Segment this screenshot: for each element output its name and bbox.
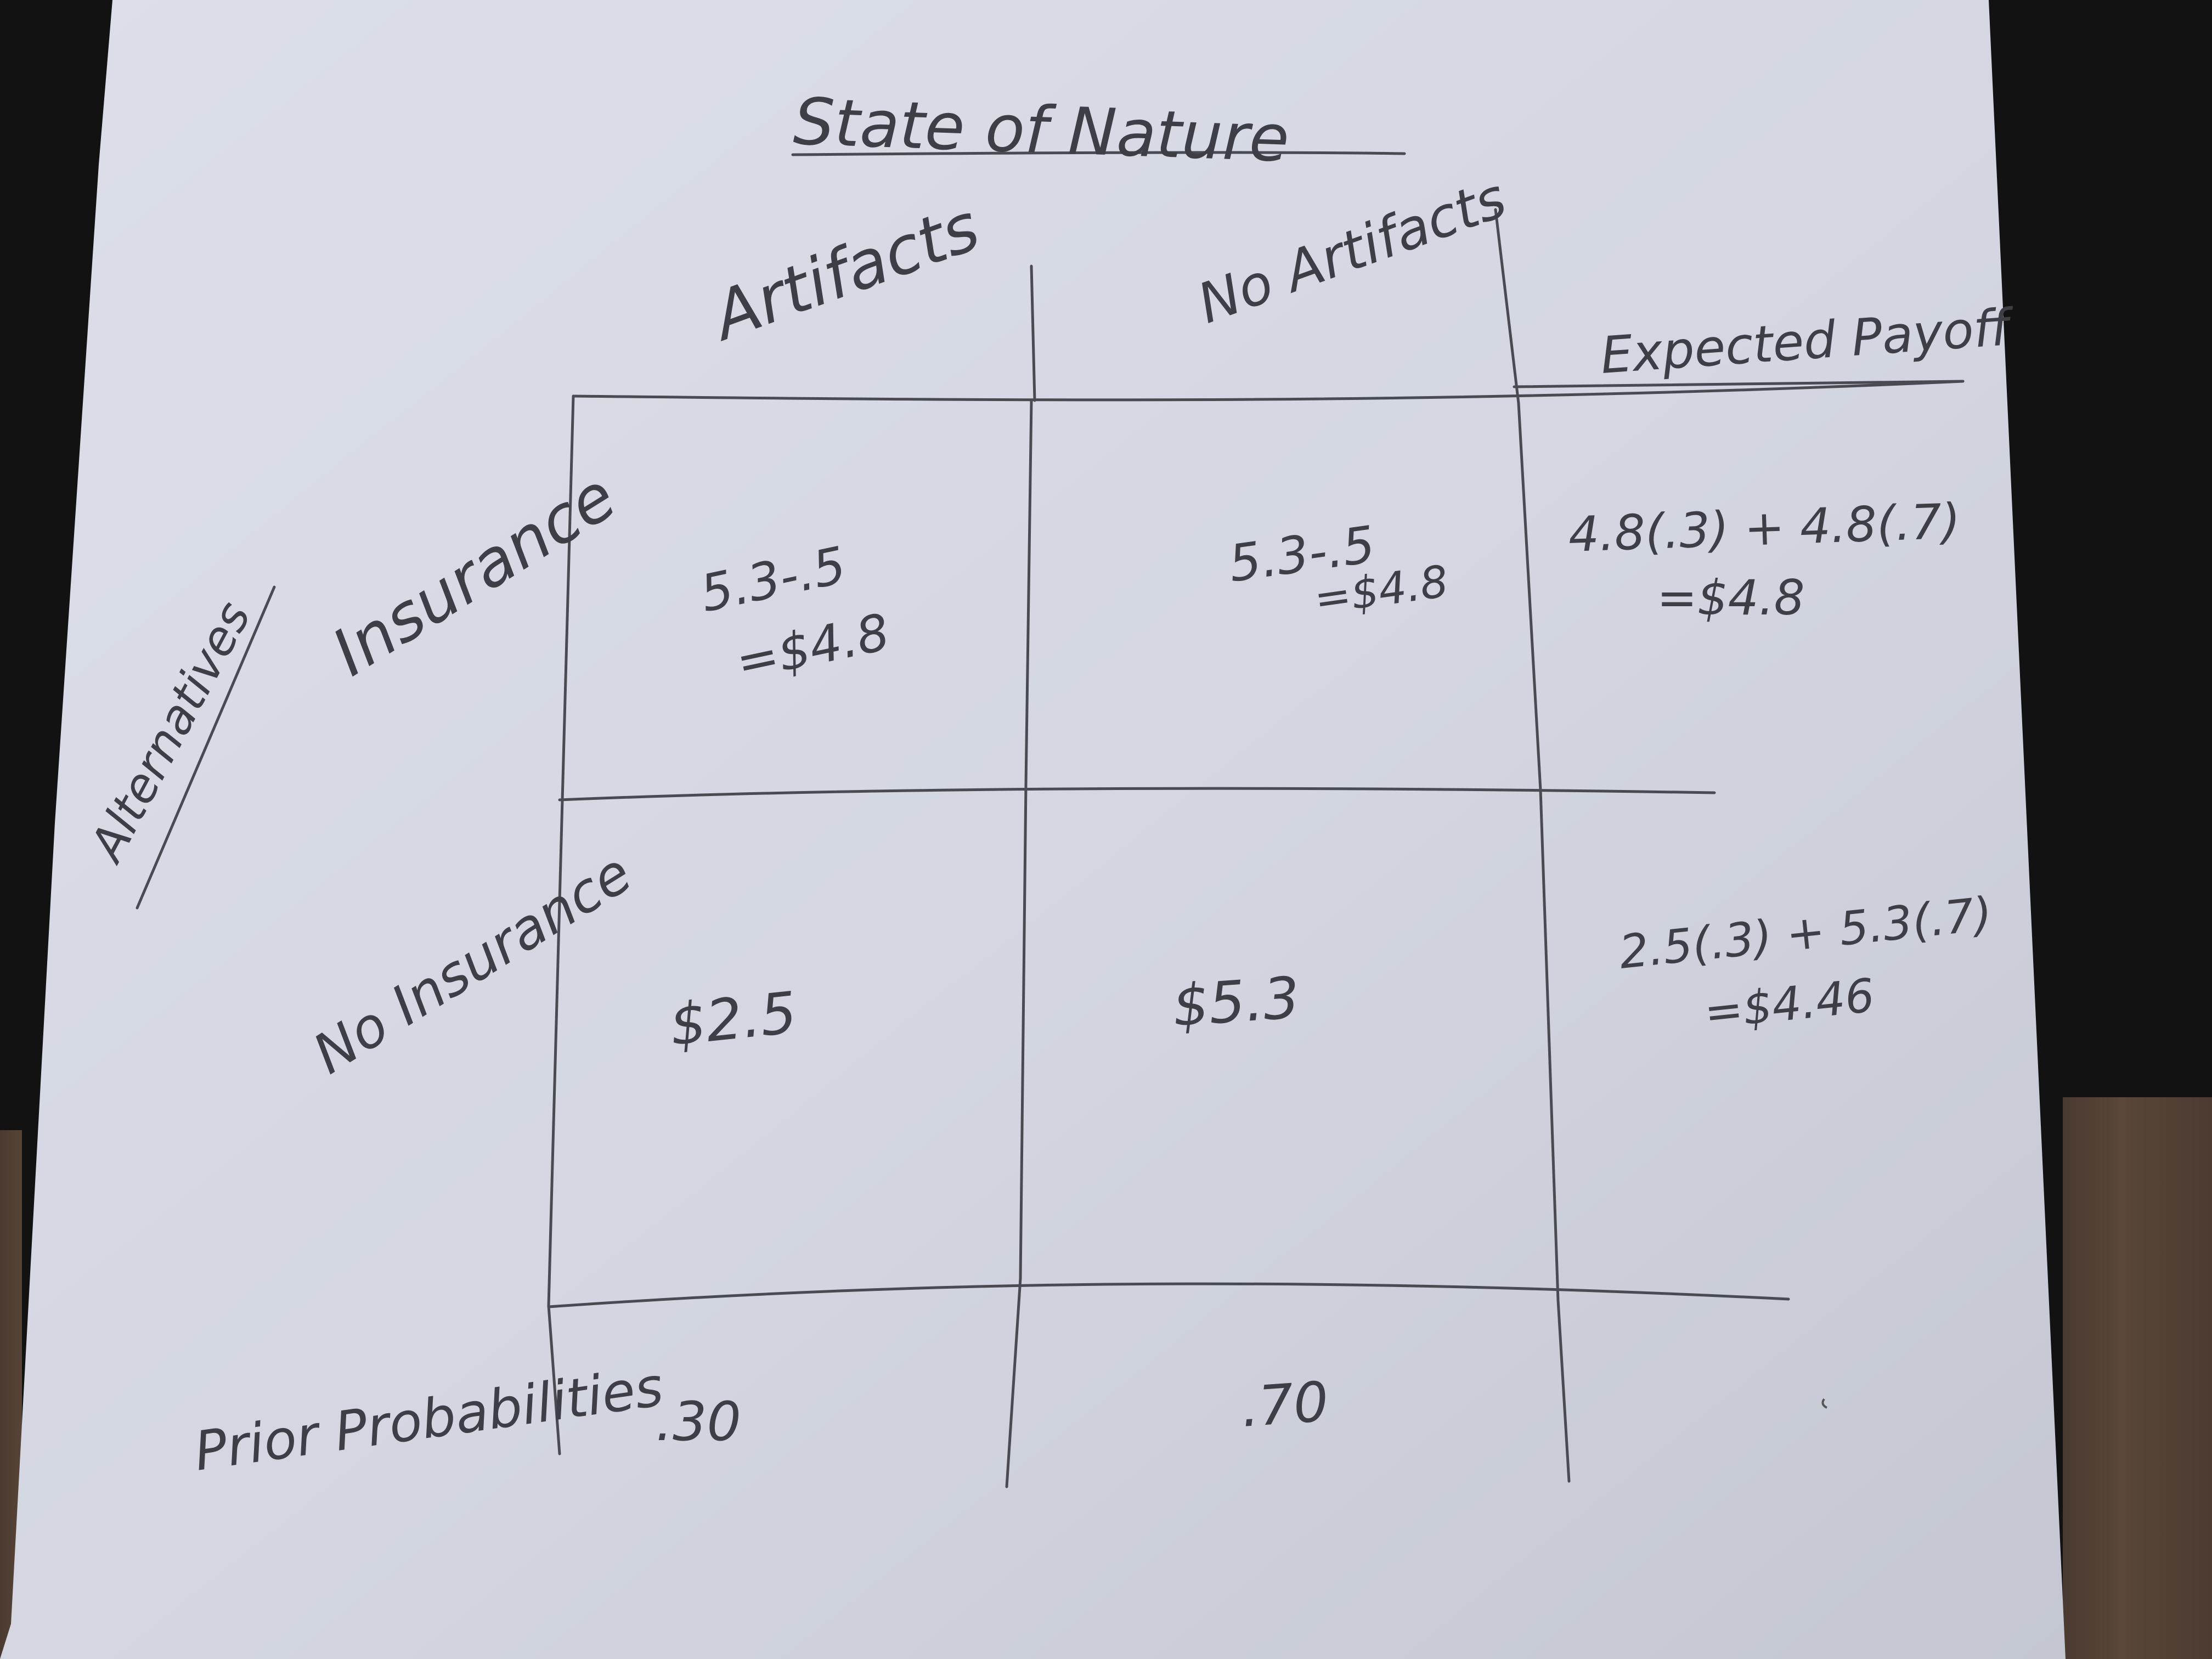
header-divider-2: [1494, 208, 1520, 405]
probability-artifacts: .30: [656, 1391, 741, 1453]
alternatives-diagonal: [136, 585, 276, 910]
header-divider-1: [1030, 264, 1036, 402]
probability-no-artifacts: .70: [1239, 1369, 1331, 1440]
column-divider-2: [1517, 402, 1571, 1483]
pencil-mark: [1821, 1398, 1827, 1409]
expected-payoff-underline: [1513, 380, 1965, 388]
state-of-nature-title: State of Nature: [792, 83, 1290, 176]
title-underline: [791, 151, 1406, 156]
row-divider: [558, 787, 1716, 802]
table-bottom-line: [547, 1282, 1790, 1308]
expected-payoff-insurance-result: =$4.8: [1657, 569, 1805, 626]
wooden-desk-edge: [2063, 1097, 2212, 1659]
paper-background: [0, 0, 2066, 1659]
expected-payoff-insurance-formula: 4.8(.3) + 4.8(.7): [1567, 493, 1961, 563]
table-top-line: [572, 380, 1965, 402]
cell-no-insurance-no-artifacts: $5.3: [1170, 964, 1302, 1040]
cell-no-insurance-artifacts: $2.5: [667, 979, 800, 1059]
column-divider-1: [1005, 399, 1033, 1488]
